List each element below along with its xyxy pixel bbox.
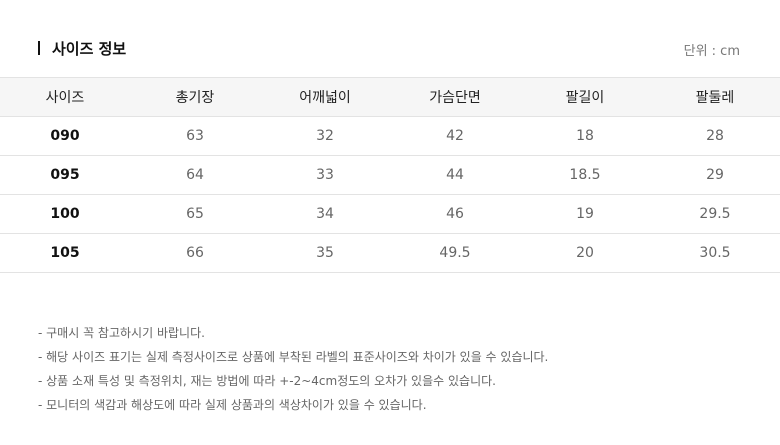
column-header: 팔길이 bbox=[520, 77, 650, 117]
measurement-cell: 42 bbox=[390, 116, 520, 156]
title-accent-bar bbox=[38, 41, 40, 55]
table-row: 090 63 32 42 18 28 bbox=[0, 116, 780, 156]
measurement-cell: 34 bbox=[260, 194, 390, 234]
note-item: - 모니터의 색감과 해상도에 따라 실제 상품과의 색상차이가 있을 수 있습… bbox=[38, 398, 427, 412]
section-title: 사이즈 정보 bbox=[38, 38, 126, 58]
note-item: - 구매시 꼭 참고하시기 바랍니다. bbox=[38, 326, 205, 340]
column-header: 팔둘레 bbox=[650, 77, 780, 117]
size-cell: 105 bbox=[0, 233, 130, 273]
measurement-cell: 20 bbox=[520, 233, 650, 273]
size-cell: 100 bbox=[0, 194, 130, 234]
measurement-cell: 65 bbox=[130, 194, 260, 234]
unit-label: 단위 : cm bbox=[683, 44, 740, 59]
note-item: - 상품 소재 특성 및 측정위치, 재는 방법에 따라 +-2~4cm정도의 … bbox=[38, 374, 496, 388]
measurement-cell: 29.5 bbox=[650, 194, 780, 234]
measurement-cell: 18 bbox=[520, 116, 650, 156]
column-header: 사이즈 bbox=[0, 77, 130, 117]
measurement-cell: 63 bbox=[130, 116, 260, 156]
measurement-cell: 32 bbox=[260, 116, 390, 156]
measurement-cell: 30.5 bbox=[650, 233, 780, 273]
size-cell: 090 bbox=[0, 116, 130, 156]
note-item: - 해당 사이즈 표기는 실제 측정사이즈로 상품에 부착된 라벨의 표준사이즈… bbox=[38, 350, 549, 364]
notes-list: - 구매시 꼭 참고하시기 바랍니다. - 해당 사이즈 표기는 실제 측정사이… bbox=[38, 321, 548, 417]
title-text: 사이즈 정보 bbox=[52, 39, 127, 58]
measurement-cell: 29 bbox=[650, 155, 780, 195]
measurement-cell: 49.5 bbox=[390, 233, 520, 273]
measurement-cell: 33 bbox=[260, 155, 390, 195]
table-row: 100 65 34 46 19 29.5 bbox=[0, 194, 780, 234]
measurement-cell: 46 bbox=[390, 194, 520, 234]
column-header: 가슴단면 bbox=[390, 77, 520, 117]
table-row: 105 66 35 49.5 20 30.5 bbox=[0, 233, 780, 273]
table-header-row: 사이즈 총기장 어깨넓이 가슴단면 팔길이 팔둘레 bbox=[0, 77, 780, 117]
measurement-cell: 19 bbox=[520, 194, 650, 234]
size-table: 사이즈 총기장 어깨넓이 가슴단면 팔길이 팔둘레 090 63 32 42 18 28 0… bbox=[0, 77, 780, 273]
table-row: 095 64 33 44 18.5 29 bbox=[0, 155, 780, 195]
size-cell: 095 bbox=[0, 155, 130, 195]
measurement-cell: 28 bbox=[650, 116, 780, 156]
measurement-cell: 66 bbox=[130, 233, 260, 273]
measurement-cell: 64 bbox=[130, 155, 260, 195]
column-header: 어깨넓이 bbox=[260, 77, 390, 117]
column-header: 총기장 bbox=[130, 77, 260, 117]
measurement-cell: 44 bbox=[390, 155, 520, 195]
measurement-cell: 18.5 bbox=[520, 155, 650, 195]
measurement-cell: 35 bbox=[260, 233, 390, 273]
